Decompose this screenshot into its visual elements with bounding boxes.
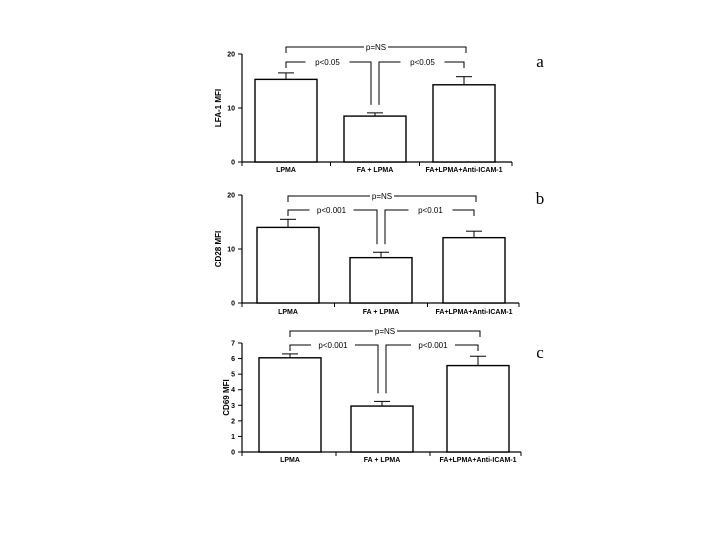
significance-label: p=NS bbox=[366, 43, 386, 52]
category-label: LPMA bbox=[278, 309, 298, 316]
y-tick-label: 3 bbox=[231, 403, 235, 410]
y-tick-label: 7 bbox=[231, 341, 235, 348]
significance-bracket bbox=[289, 344, 379, 394]
category-label: FA + LPMA bbox=[363, 309, 400, 316]
category-label: FA + LPMA bbox=[364, 457, 401, 464]
significance-bracket bbox=[289, 330, 481, 337]
significance-bracket bbox=[378, 61, 465, 105]
significance-bracket bbox=[385, 344, 479, 394]
y-tick-label: 0 bbox=[231, 160, 235, 167]
bar-1 bbox=[256, 226, 320, 304]
y-tick-label: 0 bbox=[231, 450, 235, 457]
significance-label: p<0.001 bbox=[318, 341, 348, 350]
y-tick-label: 2 bbox=[231, 418, 235, 425]
significance-label: p<0.001 bbox=[418, 341, 448, 350]
y-axis-label: CD69 MFI bbox=[222, 379, 231, 415]
y-tick-label: 5 bbox=[231, 372, 235, 379]
y-axis-label: CD28 MFI bbox=[214, 231, 223, 267]
panel-label: b bbox=[536, 189, 545, 208]
panel-label: a bbox=[536, 52, 544, 71]
chart-panel-b: 0 10 20 CD28 MFI LPMA FA + LPMA FA+LPMA+Anti-I… bbox=[214, 189, 544, 316]
category-label: LPMA bbox=[280, 457, 300, 464]
y-tick-label: 1 bbox=[231, 434, 235, 441]
significance-bracket bbox=[287, 195, 477, 202]
category-label: FA+LPMA+Anti-ICAM-1 bbox=[440, 457, 517, 464]
bar-3 bbox=[446, 364, 510, 453]
significance-label: p<0.05 bbox=[315, 58, 340, 67]
category-label: FA + LPMA bbox=[357, 167, 394, 174]
category-label: LPMA bbox=[276, 167, 296, 174]
y-tick-label: 20 bbox=[227, 193, 235, 200]
category-label: FA+LPMA+Anti-ICAM-1 bbox=[426, 167, 503, 174]
bar-1 bbox=[254, 78, 318, 163]
significance-bracket bbox=[285, 61, 372, 105]
significance-label: p<0.05 bbox=[410, 58, 435, 67]
category-label: FA+LPMA+Anti-ICAM-1 bbox=[436, 309, 513, 316]
bar-1 bbox=[258, 357, 322, 453]
bar-2 bbox=[349, 256, 413, 304]
y-tick-label: 10 bbox=[227, 106, 235, 113]
bar-2 bbox=[350, 405, 414, 453]
panel-label: c bbox=[536, 343, 544, 362]
significance-label: p<0.001 bbox=[317, 206, 347, 215]
significance-label: p=NS bbox=[375, 327, 395, 336]
significance-bracket bbox=[384, 209, 475, 245]
chart-panel-a: 0 10 20 LFA-1 MFI LPMA FA + LPMA FA+LPMA+Anti-… bbox=[214, 43, 544, 174]
y-tick-label: 20 bbox=[227, 52, 235, 59]
y-tick-label: 6 bbox=[231, 356, 235, 363]
y-tick-label: 4 bbox=[231, 387, 235, 394]
significance-bracket bbox=[287, 209, 378, 245]
y-axis-label: LFA-1 MFI bbox=[214, 89, 223, 127]
bar-2 bbox=[343, 115, 407, 163]
bar-3 bbox=[432, 84, 496, 163]
significance-bracket bbox=[285, 46, 467, 53]
significance-label: p=NS bbox=[372, 192, 392, 201]
y-tick-label: 10 bbox=[227, 247, 235, 254]
y-tick-label: 0 bbox=[231, 301, 235, 308]
bar-3 bbox=[442, 236, 506, 304]
significance-label: p<0.01 bbox=[418, 206, 443, 215]
chart-panel-c: 0 1 2 3 4 5 6 7 CD69 MFI LPMA FA + LPMA FA+LPMA+Ant… bbox=[222, 327, 544, 464]
